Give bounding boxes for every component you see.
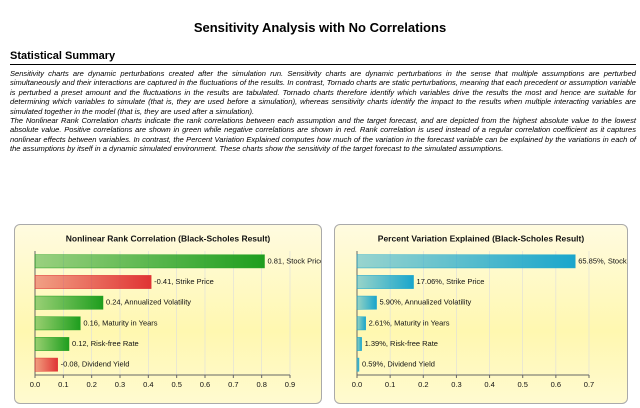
x-tick-label: 0.8	[256, 380, 266, 389]
x-tick-label: 0.4	[143, 380, 153, 389]
x-tick-label: 0.6	[551, 380, 561, 389]
bar	[356, 357, 360, 372]
bar	[356, 337, 362, 351]
chart: Nonlinear Rank Correlation (Black-Schole…	[30, 233, 322, 389]
page-title: Sensitivity Analysis with No Correlation…	[193, 20, 447, 35]
value-label: -0.41, Strike Price	[154, 277, 214, 286]
bar	[34, 295, 104, 310]
bar	[356, 316, 366, 331]
x-tick-label: 0.5	[171, 380, 181, 389]
bar	[34, 337, 70, 351]
bar	[34, 275, 152, 289]
x-tick-label: 0.4	[484, 380, 494, 389]
value-label: 0.12, Risk-free Rate	[72, 339, 139, 348]
x-tick-label: 0.7	[584, 380, 594, 389]
section-heading: Statistical Summary	[10, 50, 636, 65]
x-tick-label: 0.7	[228, 380, 238, 389]
bar	[34, 316, 81, 331]
value-label: 0.24, Annualized Volatility	[106, 298, 191, 307]
x-tick-label: 0.6	[200, 380, 210, 389]
chart-panel: Percent Variation Explained (Black-Schol…	[334, 224, 628, 404]
x-tick-label: 0.1	[385, 380, 395, 389]
summary-text: Sensitivity charts are dynamic perturbat…	[10, 69, 636, 154]
x-tick-label: 0.2	[418, 380, 428, 389]
value-label: 2.61%, Maturity in Years	[369, 318, 450, 327]
chart: Percent Variation Explained (Black-Schol…	[352, 233, 627, 389]
bar	[356, 295, 377, 310]
value-label: 0.81, Stock Price	[268, 256, 322, 265]
value-label: 1.39%, Risk-free Rate	[365, 339, 438, 348]
value-label: -0.08, Dividend Yield	[61, 360, 130, 369]
chart-title: Nonlinear Rank Correlation (Black-Schole…	[66, 233, 271, 243]
value-label: 65.85%, Stock Price	[578, 256, 627, 265]
paragraph: The Nonlinear Rank Correlation charts in…	[10, 116, 636, 154]
value-label: 5.90%, Annualized Volatility	[380, 298, 472, 307]
x-tick-label: 0.9	[285, 380, 295, 389]
bar	[34, 357, 58, 372]
x-tick-label: 0.2	[86, 380, 96, 389]
x-tick-label: 0.0	[30, 380, 40, 389]
bar	[356, 275, 414, 289]
paragraph: Sensitivity charts are dynamic perturbat…	[10, 69, 636, 116]
x-tick-label: 0.5	[517, 380, 527, 389]
x-tick-label: 0.3	[115, 380, 125, 389]
value-label: 0.16, Maturity in Years	[83, 318, 157, 327]
x-tick-label: 0.3	[451, 380, 461, 389]
bar	[356, 254, 576, 269]
x-tick-label: 0.0	[352, 380, 362, 389]
value-label: 0.59%, Dividend Yield	[362, 360, 435, 369]
bar	[34, 254, 265, 269]
chart-panel: Nonlinear Rank Correlation (Black-Schole…	[14, 224, 322, 404]
value-label: 17.06%, Strike Price	[417, 277, 485, 286]
chart-title: Percent Variation Explained (Black-Schol…	[378, 233, 585, 243]
x-tick-label: 0.1	[58, 380, 68, 389]
